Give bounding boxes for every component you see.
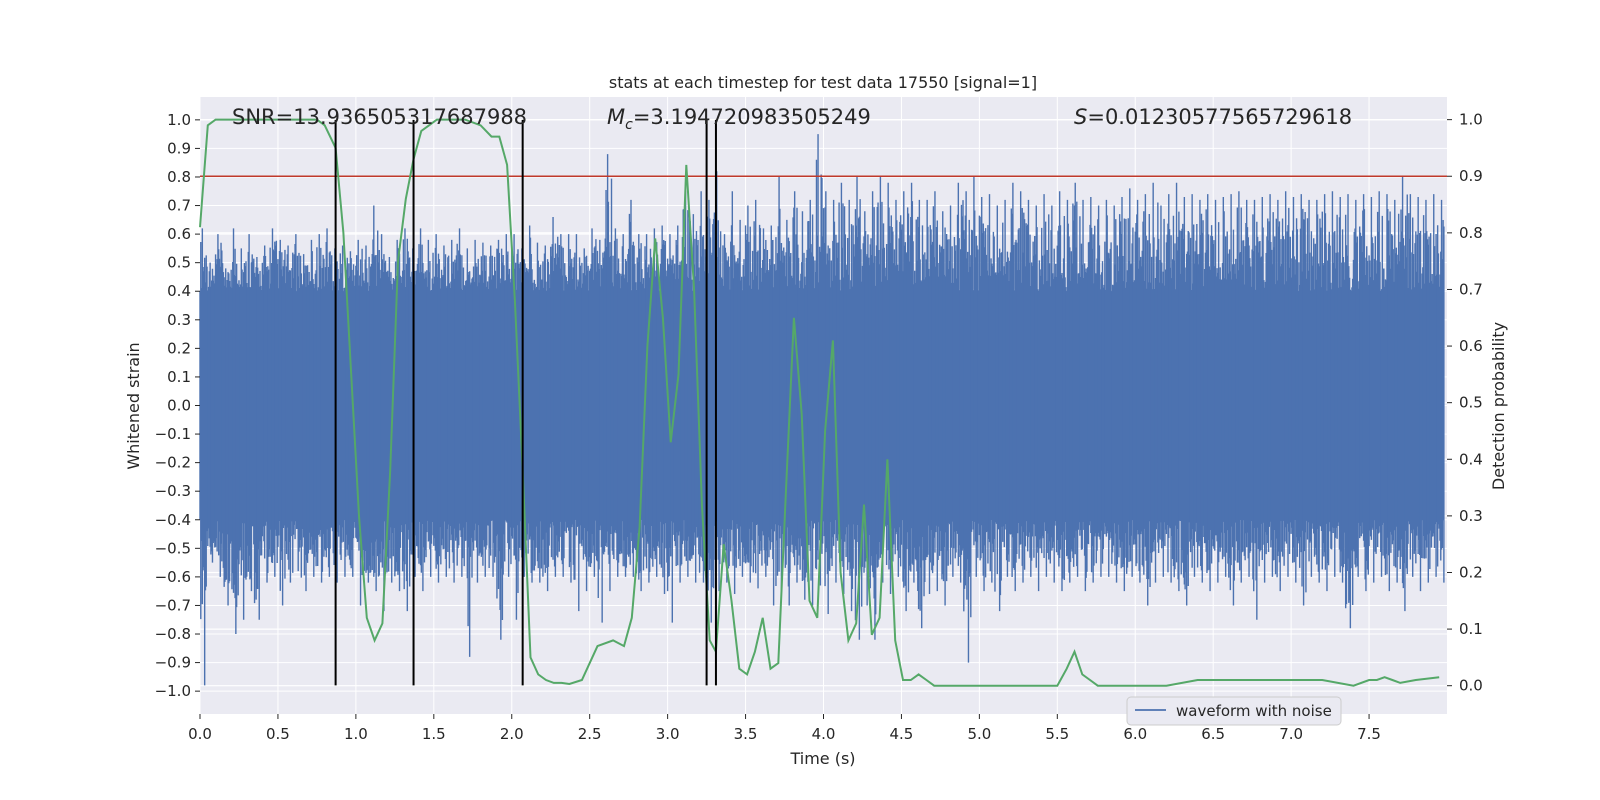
y-left-tick-label: 0.3 xyxy=(167,311,191,329)
x-tick-label: 4.5 xyxy=(890,725,914,743)
y-right-tick-label: 0.9 xyxy=(1459,167,1483,185)
x-axis-ticks: 0.0 0.5 1.0 1.5 2.0 2.5 3.0 3.5 4.0 4.5 5.0 5.5 6.0 6… xyxy=(188,714,1381,743)
y-left-tick-label: −0.1 xyxy=(155,425,191,443)
chirp-mass-subscript: c xyxy=(625,117,633,133)
y-left-tick-label: 0.8 xyxy=(167,168,191,186)
x-tick-label: 0.0 xyxy=(188,725,212,743)
x-tick-label: 6.0 xyxy=(1123,725,1147,743)
y-right-tick-label: 0.5 xyxy=(1459,394,1483,412)
y-left-tick-label: −0.3 xyxy=(155,482,191,500)
x-tick-label: 1.0 xyxy=(344,725,368,743)
y-left-tick-label: 0.2 xyxy=(167,339,191,357)
x-tick-label: 1.5 xyxy=(422,725,446,743)
y-left-tick-label: 0.0 xyxy=(167,397,191,415)
x-axis-label: Time (s) xyxy=(789,749,855,768)
x-tick-label: 6.5 xyxy=(1201,725,1225,743)
s-symbol: S xyxy=(1074,105,1087,129)
x-tick-label: 5.5 xyxy=(1045,725,1069,743)
y-left-tick-label: −0.7 xyxy=(155,596,191,614)
y-left-tick-label: 0.5 xyxy=(167,254,191,272)
y-right-tick-label: 1.0 xyxy=(1459,111,1483,129)
s-value: =0.01230577565729618 xyxy=(1087,105,1352,129)
y-left-tick-label: 0.6 xyxy=(167,225,191,243)
y-left-tick-label: −0.5 xyxy=(155,539,191,557)
probability-series xyxy=(199,118,1440,687)
x-tick-label: 3.0 xyxy=(656,725,680,743)
y-left-tick-label: 1.0 xyxy=(167,111,191,129)
probability-line xyxy=(199,118,1440,687)
y-left-tick-label: 0.1 xyxy=(167,368,191,386)
legend-box xyxy=(1126,696,1342,726)
y-left-tick-label: 0.9 xyxy=(167,139,191,157)
waveform-series xyxy=(199,134,1445,686)
y-left-tick-label: −0.6 xyxy=(155,568,191,586)
y-left-tick-label: −0.2 xyxy=(155,454,191,472)
y-left-tick-label: −0.4 xyxy=(155,511,191,529)
y-right-tick-label: 0.1 xyxy=(1459,620,1483,638)
x-tick-label: 7.5 xyxy=(1357,725,1381,743)
y-right-tick-label: 0.0 xyxy=(1459,677,1483,695)
y-left-tick-label: 0.7 xyxy=(167,197,191,215)
s-annotation: S=0.01230577565729618 xyxy=(1074,105,1352,129)
x-tick-label: 2.0 xyxy=(500,725,524,743)
snr-annotation: SNR=13.936505317687988 xyxy=(232,105,527,129)
chart-title: stats at each timestep for test data 175… xyxy=(609,73,1037,92)
y-right-tick-label: 0.8 xyxy=(1459,224,1483,242)
y-right-tick-label: 0.6 xyxy=(1459,337,1483,355)
x-tick-label: 2.5 xyxy=(578,725,602,743)
y-left-axis-ticks: 1.0 0.9 0.8 0.7 0.6 0.5 0.4 0.3 0.2 0.1 0.0 −0.1 −0.… xyxy=(155,111,200,700)
y-right-tick-label: 0.2 xyxy=(1459,563,1483,581)
y-right-axis-ticks: 1.0 0.9 0.8 0.7 0.6 0.5 0.4 0.3 0.2 0.1 0.0 xyxy=(1447,111,1483,695)
chirp-mass-value: =3.194720983505249 xyxy=(633,105,871,129)
chirp-mass-symbol: M xyxy=(607,105,625,129)
y-right-tick-label: 0.7 xyxy=(1459,280,1483,298)
chirp-mass-annotation: Mc=3.194720983505249 xyxy=(607,105,871,133)
y-left-tick-label: 0.4 xyxy=(167,282,191,300)
y-right-axis-label: Detection probability xyxy=(1489,322,1508,490)
x-tick-label: 7.0 xyxy=(1279,725,1303,743)
y-right-tick-label: 0.4 xyxy=(1459,450,1483,468)
legend: waveform with noise xyxy=(1126,696,1342,726)
legend-label: waveform with noise xyxy=(1176,702,1332,720)
y-left-tick-label: −0.8 xyxy=(155,625,191,643)
vertical-markers xyxy=(334,119,717,686)
x-tick-label: 5.0 xyxy=(967,725,991,743)
y-left-axis-label: Whitened strain xyxy=(124,342,143,469)
x-tick-label: 0.5 xyxy=(266,725,290,743)
x-tick-label: 4.0 xyxy=(812,725,836,743)
y-left-tick-label: −1.0 xyxy=(155,682,191,700)
y-left-tick-label: −0.9 xyxy=(155,654,191,672)
y-right-tick-label: 0.3 xyxy=(1459,507,1483,525)
x-tick-label: 3.5 xyxy=(734,725,758,743)
